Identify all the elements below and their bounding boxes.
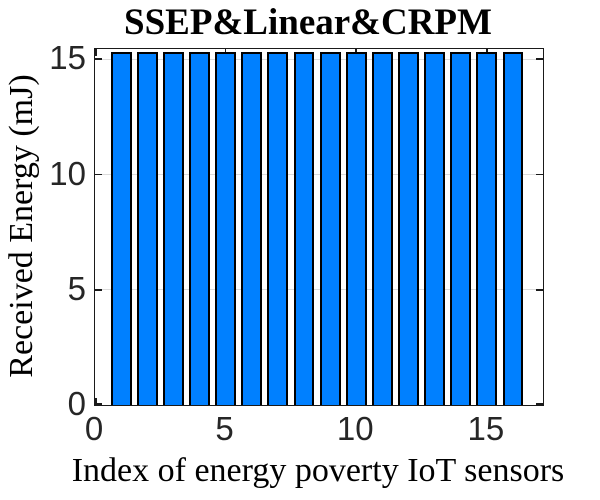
y-gridline xyxy=(95,58,543,60)
tick-mark xyxy=(95,288,102,291)
tick-mark xyxy=(536,58,543,61)
bar xyxy=(241,52,263,405)
bar xyxy=(398,52,419,405)
tick-mark xyxy=(536,173,543,176)
tick-mark xyxy=(95,398,97,405)
x-tick-label: 15 xyxy=(467,410,505,447)
bar xyxy=(162,52,184,405)
bar xyxy=(476,52,498,405)
x-tick-label: 5 xyxy=(215,410,234,447)
plot-area xyxy=(94,48,544,406)
x-tick-label: 0 xyxy=(84,410,104,447)
y-gridline xyxy=(95,174,543,176)
bar xyxy=(110,52,132,405)
tick-mark xyxy=(95,58,102,61)
bar xyxy=(345,52,367,405)
y-axis-label: Received Energy (mJ) xyxy=(3,74,40,378)
x-tick-label: 10 xyxy=(336,410,374,447)
tick-mark xyxy=(536,403,543,405)
bar xyxy=(319,52,341,405)
y-tick-label: 15 xyxy=(49,39,86,77)
chart-title: SSEP&Linear&CRPM xyxy=(124,2,492,43)
tick-mark xyxy=(95,403,102,405)
y-gridline xyxy=(95,289,543,291)
bar xyxy=(371,52,393,405)
bar xyxy=(189,52,210,405)
bar xyxy=(136,52,158,405)
bar xyxy=(424,52,446,405)
bar xyxy=(293,52,315,405)
bar xyxy=(450,52,472,405)
y-tick-label: 10 xyxy=(49,154,86,192)
tick-mark xyxy=(95,49,97,56)
x-axis-label: Index of energy poverty IoT sensors xyxy=(71,452,565,489)
bar xyxy=(502,52,524,405)
bar xyxy=(215,52,237,405)
y-tick-label: 5 xyxy=(67,269,86,307)
y-tick-label: 0 xyxy=(67,385,86,422)
tick-mark xyxy=(95,173,102,176)
tick-mark xyxy=(536,288,543,291)
bar xyxy=(267,52,289,405)
